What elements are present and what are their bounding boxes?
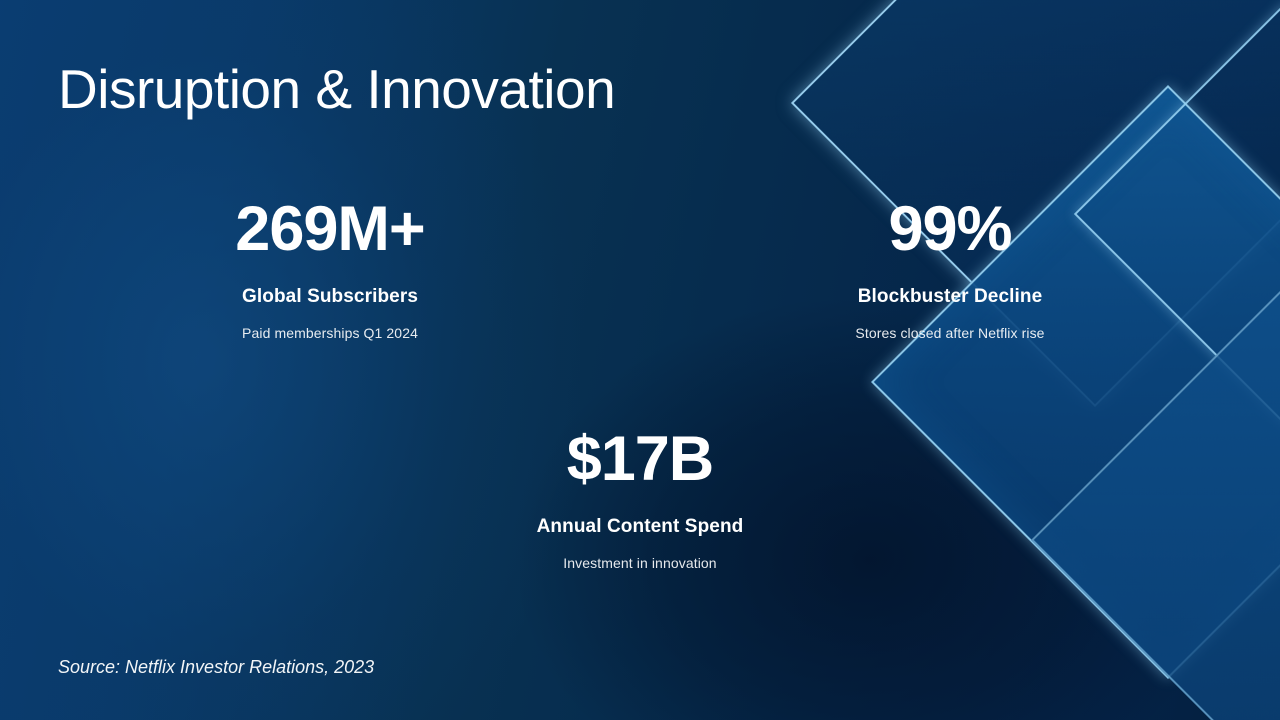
stat-block-global-subscribers: 269M+ Global Subscribers Paid membership… bbox=[150, 194, 510, 342]
stat-sublabel: Investment in innovation bbox=[563, 555, 717, 571]
stat-value: 99% bbox=[888, 194, 1012, 264]
stat-label: Annual Content Spend bbox=[536, 516, 744, 537]
page-title: Disruption & Innovation bbox=[58, 58, 616, 120]
stat-sublabel: Stores closed after Netflix rise bbox=[855, 325, 1045, 341]
stat-block-annual-content-spend: $17B Annual Content Spend Investment in … bbox=[460, 424, 820, 572]
background-glow-left bbox=[0, 0, 580, 720]
stat-sublabel: Paid memberships Q1 2024 bbox=[242, 325, 418, 341]
stat-block-blockbuster-decline: 99% Blockbuster Decline Stores closed af… bbox=[770, 194, 1130, 342]
stat-label: Global Subscribers bbox=[241, 286, 419, 307]
stat-value: $17B bbox=[566, 424, 715, 494]
stat-label: Blockbuster Decline bbox=[857, 286, 1043, 307]
source-note: Source: Netflix Investor Relations, 2023 bbox=[58, 657, 375, 677]
stat-value: 269M+ bbox=[235, 194, 425, 264]
